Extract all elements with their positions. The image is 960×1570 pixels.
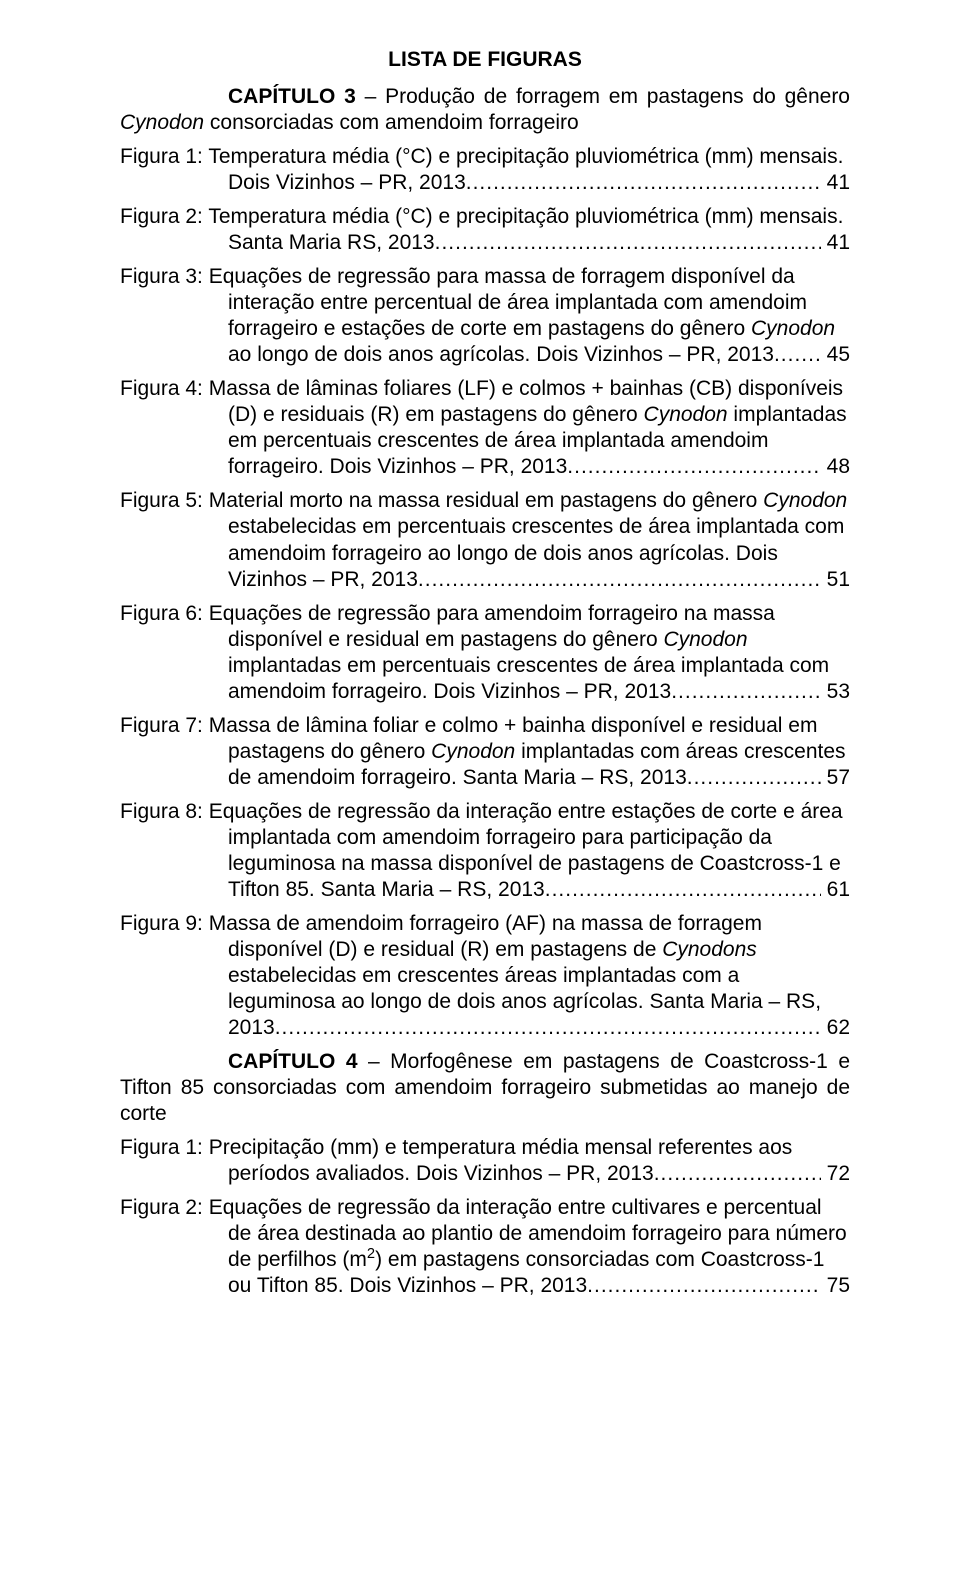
figure-entry: Figura 9: Massa de amendoim forrageiro (… [120,911,850,1041]
chapter-3-tail-before: – Produção de forragem em pastagens do g… [356,85,850,108]
dot-leader [671,679,820,705]
figure-entry-text: Figura 8: Equações de regressão da inter… [120,799,850,903]
figure-entry-tail: Vizinhos – PR, 2013 [228,567,418,593]
figure-entry-lastline: períodos avaliados. Dois Vizinhos – PR, … [228,1161,850,1187]
figure-entry: Figura 2: Equações de regressão da inter… [120,1195,850,1299]
page-number: 53 [821,679,850,705]
figure-entry: Figura 7: Massa de lâmina foliar e colmo… [120,713,850,791]
figure-entry-lastline: ou Tifton 85. Dois Vizinhos – PR, 2013 75 [228,1273,850,1299]
page-number: 48 [821,454,850,480]
chapter-3-heading: CAPÍTULO 3 – Produção de forragem em pas… [120,84,850,136]
page-number: 62 [821,1015,850,1041]
page-number: 72 [821,1161,850,1187]
dot-leader [687,765,821,791]
figure-entry-tail: Santa Maria RS, 2013 [228,230,435,256]
figure-entry-text: Figura 1: Precipitação (mm) e temperatur… [120,1135,850,1187]
page-number: 45 [821,342,850,368]
figure-entry-text: Figura 1: Temperatura média (°C) e preci… [120,144,850,196]
dot-leader [545,877,821,903]
figure-entry-lastline: Dois Vizinhos – PR, 2013 41 [228,170,850,196]
chapter-3-label: CAPÍTULO 3 [228,85,356,108]
figure-entry: Figura 2: Temperatura média (°C) e preci… [120,204,850,256]
figure-entry-tail: ou Tifton 85. Dois Vizinhos – PR, 2013 [228,1273,587,1299]
chapter-4-entries: Figura 1: Precipitação (mm) e temperatur… [120,1135,850,1299]
chapter-3-tail-after: consorciadas com amendoim forrageiro [204,111,579,134]
figure-entry-tail: forrageiro. Dois Vizinhos – PR, 2013 [228,454,567,480]
chapter-4-heading: CAPÍTULO 4 – Morfogênese em pastagens de… [120,1049,850,1127]
figure-entry-lastline: forrageiro. Dois Vizinhos – PR, 2013 48 [228,454,850,480]
figure-entry-lastline: de amendoim forrageiro. Santa Maria – RS… [228,765,850,791]
dot-leader [466,170,821,196]
dot-leader [587,1273,820,1299]
figure-entry: Figura 4: Massa de lâminas foliares (LF)… [120,376,850,480]
figure-entry-text: Figura 4: Massa de lâminas foliares (LF)… [120,376,850,480]
dot-leader [774,342,821,368]
figure-entry-text: Figura 2: Equações de regressão da inter… [120,1195,850,1299]
dot-leader [435,230,821,256]
figure-entry-text: Figura 7: Massa de lâmina foliar e colmo… [120,713,850,791]
chapter-3-entries: Figura 1: Temperatura média (°C) e preci… [120,144,850,1041]
page-number: 57 [821,765,850,791]
figure-entry-text: Figura 6: Equações de regressão para ame… [120,601,850,705]
document-page: LISTA DE FIGURAS CAPÍTULO 3 – Produção d… [0,0,960,1570]
page-number: 41 [821,170,850,196]
figure-entry-tail: Tifton 85. Santa Maria – RS, 2013 [228,877,545,903]
figure-entry-tail: de amendoim forrageiro. Santa Maria – RS… [228,765,687,791]
figure-entry-tail: amendoim forrageiro. Dois Vizinhos – PR,… [228,679,671,705]
figure-entry: Figura 6: Equações de regressão para ame… [120,601,850,705]
figure-entry-lastline: Tifton 85. Santa Maria – RS, 2013 61 [228,877,850,903]
figure-entry: Figura 1: Temperatura média (°C) e preci… [120,144,850,196]
page-title: LISTA DE FIGURAS [120,48,850,72]
figure-entry-tail: períodos avaliados. Dois Vizinhos – PR, … [228,1161,654,1187]
dot-leader [567,454,820,480]
figure-entry: Figura 8: Equações de regressão da inter… [120,799,850,903]
figure-entry-lastline: ao longo de dois anos agrícolas. Dois Vi… [228,342,850,368]
figure-entry-text: Figura 9: Massa de amendoim forrageiro (… [120,911,850,1041]
figure-entry-tail: 2013 [228,1015,275,1041]
figure-entry-tail: ao longo de dois anos agrícolas. Dois Vi… [228,342,774,368]
figure-entry: Figura 3: Equações de regressão para mas… [120,264,850,368]
figure-entry: Figura 5: Material morto na massa residu… [120,488,850,592]
page-number: 61 [821,877,850,903]
dot-leader [275,1015,821,1041]
figure-entry-lastline: Vizinhos – PR, 2013 51 [228,567,850,593]
figure-entry-lastline: 2013 62 [228,1015,850,1041]
page-number: 75 [821,1273,850,1299]
figure-entry: Figura 1: Precipitação (mm) e temperatur… [120,1135,850,1187]
figure-entry-lastline: amendoim forrageiro. Dois Vizinhos – PR,… [228,679,850,705]
page-number: 41 [821,230,850,256]
chapter-3-italic: Cynodon [120,111,204,134]
dot-leader [654,1161,821,1187]
page-number: 51 [821,567,850,593]
dot-leader [418,567,821,593]
figure-entry-lastline: Santa Maria RS, 2013 41 [228,230,850,256]
figure-entry-text: Figura 3: Equações de regressão para mas… [120,264,850,368]
figure-entry-text: Figura 2: Temperatura média (°C) e preci… [120,204,850,256]
chapter-4-label: CAPÍTULO 4 [228,1050,358,1073]
figure-entry-text: Figura 5: Material morto na massa residu… [120,488,850,592]
figure-entry-tail: Dois Vizinhos – PR, 2013 [228,170,466,196]
